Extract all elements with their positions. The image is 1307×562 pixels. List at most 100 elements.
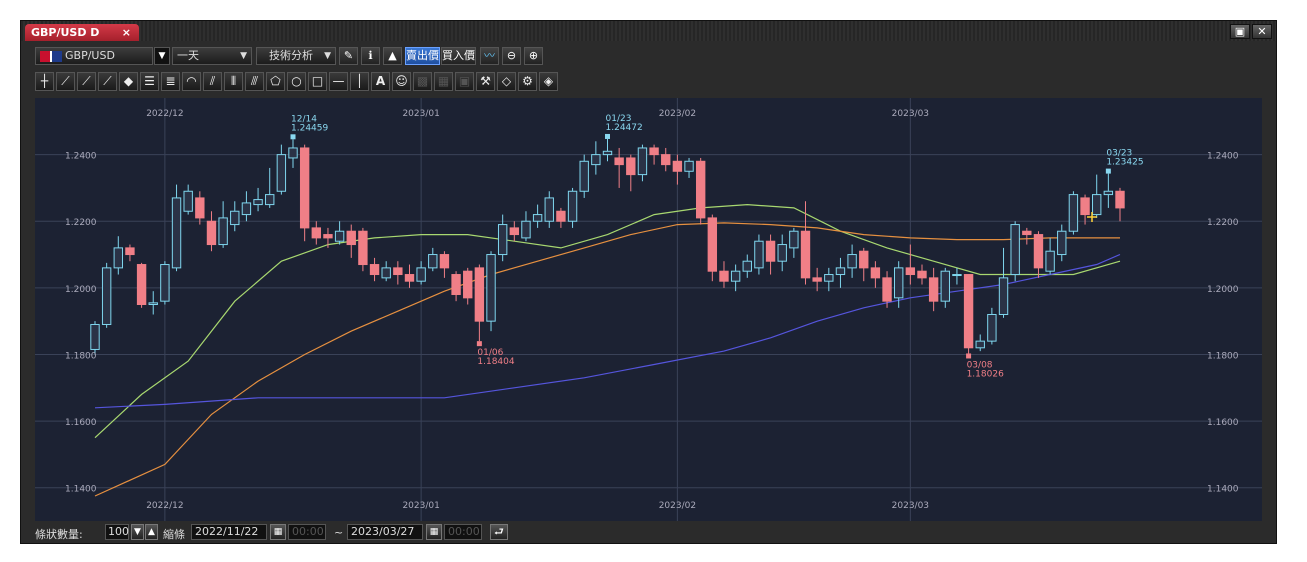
start-time-field[interactable]: 00:00 (288, 524, 326, 540)
y-tick-label-right: 1.1400 (1207, 485, 1239, 495)
candle-body (113, 247, 123, 269)
tech-analysis-select[interactable]: 技術分析 ▼ (256, 47, 336, 65)
x-month-label-bottom: 2023/02 (659, 501, 696, 511)
candle-body (451, 274, 461, 296)
candle-body (276, 154, 287, 192)
y-tick-label-right: 1.1600 (1207, 418, 1239, 428)
y-tick-label-left: 1.1800 (65, 351, 97, 361)
candle-body (125, 247, 135, 256)
rectangle-icon[interactable]: □ (308, 72, 327, 91)
zoom-out-icon[interactable]: ⊖ (502, 47, 521, 65)
candle-body (847, 254, 857, 269)
moving-averages (94, 203, 1121, 497)
candle-body (591, 154, 601, 166)
wrench-icon[interactable]: ⚒ (476, 72, 495, 91)
line-1-icon[interactable]: ⟋ (56, 72, 75, 91)
parallel-lines-icon[interactable]: ☰ (140, 72, 159, 91)
candle-body (136, 264, 147, 306)
end-date-field[interactable]: 2023/03/27 (347, 524, 423, 540)
line-3-icon[interactable]: ⟋ (98, 72, 117, 91)
pencil-icon[interactable]: ✎ (339, 47, 358, 65)
bar-count-field[interactable]: 100 (105, 524, 129, 540)
tag-edit-icon[interactable]: ◈ (539, 72, 558, 91)
candle-body (695, 160, 706, 219)
start-date-field[interactable]: 2022/11/22 (191, 524, 267, 540)
symbol-dropdown-icon[interactable]: ▼ (154, 47, 170, 65)
paint-icon[interactable]: ▩ (413, 72, 432, 91)
bid-price-button[interactable]: 賣出價 (405, 47, 440, 65)
tab-title: GBP/USD D (31, 26, 100, 39)
candle-body (730, 270, 741, 282)
eraser-icon[interactable]: ◆ (119, 72, 138, 91)
restore-window-icon[interactable]: ▣ (1230, 24, 1250, 39)
candle-body (1115, 190, 1125, 209)
candles (90, 138, 1125, 355)
ma-mid-line (94, 222, 1120, 497)
candle-body (218, 217, 228, 246)
chart-grid (35, 98, 1262, 521)
apply-return-icon[interactable]: ⮐ (490, 524, 508, 540)
fib-lines-icon[interactable]: ≣ (161, 72, 180, 91)
candle-body (998, 277, 1009, 315)
candle-body (859, 250, 869, 269)
chart-tab[interactable]: GBP/USD D × (25, 24, 139, 41)
circle-icon[interactable]: ○ (287, 72, 306, 91)
x-month-label-bottom: 2022/12 (146, 501, 183, 511)
chart-background (35, 98, 1262, 521)
chart-window: GBP/USD D × ▣ ✕ GBP/USD ▼ 一天 ▼ 技術分析 ▼ ✎ … (20, 20, 1277, 544)
tab-close-icon[interactable]: × (121, 26, 131, 39)
y-tick-label-left: 1.1400 (65, 485, 97, 495)
candle-body (707, 217, 718, 272)
candle-body (672, 160, 683, 172)
annotation-price: 1.18404 (477, 357, 514, 367)
count-down-icon[interactable]: ▼ (131, 524, 144, 540)
candle-body (824, 274, 834, 282)
candle-body (987, 313, 997, 342)
symbol-select[interactable]: GBP/USD (35, 47, 153, 65)
settings-icon[interactable]: ⚙ (518, 72, 537, 91)
candle-body (649, 147, 659, 156)
candle-body (742, 260, 752, 272)
ask-price-button[interactable]: 買入價 (441, 47, 476, 65)
line-chart-icon[interactable]: 〰 (480, 47, 499, 65)
candle-body (1092, 194, 1102, 216)
end-time-field[interactable]: 00:00 (444, 524, 482, 540)
y-tick-label-left: 1.2200 (65, 218, 97, 228)
price-chart[interactable]: 1.2400 1.2400 1.2200 1.2200 1.2000 1.2000 1.18… (35, 98, 1262, 521)
period-select[interactable]: 一天 ▼ (172, 47, 252, 65)
layers-icon[interactable]: ▣ (455, 72, 474, 91)
chevron-down-icon: ▼ (240, 51, 247, 61)
close-window-icon[interactable]: ✕ (1252, 24, 1272, 39)
candle-body (521, 220, 531, 239)
candle-body (1103, 190, 1114, 196)
candle-body (323, 234, 333, 239)
candle-body (835, 267, 846, 276)
symbol-label: GBP/USD (65, 49, 115, 62)
channel-icon[interactable]: ⫽ (203, 72, 222, 91)
count-up-icon[interactable]: ▲ (145, 524, 158, 540)
y-tick-label-left: 1.2400 (65, 152, 97, 162)
candle-body (241, 202, 252, 216)
crosshair-icon[interactable]: ┼ (35, 72, 54, 91)
zoom-in-icon[interactable]: ⊕ (524, 47, 543, 65)
pitchfork-icon[interactable]: ⫻ (245, 72, 264, 91)
candle-body (661, 154, 671, 166)
candle-body (719, 270, 729, 282)
horizontal-line-icon[interactable]: — (329, 72, 348, 91)
vertical-lines-icon[interactable]: ⦀ (224, 72, 243, 91)
vertical-line-icon[interactable]: │ (350, 72, 369, 91)
calendar-icon[interactable]: ▦ (270, 524, 286, 540)
line-2-icon[interactable]: ⟋ (77, 72, 96, 91)
calendar-icon[interactable]: ▦ (426, 524, 442, 540)
tag-icon[interactable]: ◇ (497, 72, 516, 91)
pentagon-icon[interactable]: ⬠ (266, 72, 285, 91)
text-icon[interactable]: A (371, 72, 390, 91)
candle-body (1068, 194, 1079, 232)
candle-body (509, 227, 520, 236)
grid-icon[interactable]: ▦ (434, 72, 453, 91)
ma-fast-line (94, 203, 1121, 439)
info-icon[interactable]: ℹ (361, 47, 380, 65)
area-chart-icon[interactable]: ▲ (383, 47, 402, 65)
smiley-icon[interactable]: ☺ (392, 72, 411, 91)
arc-icon[interactable]: ◠ (182, 72, 201, 91)
